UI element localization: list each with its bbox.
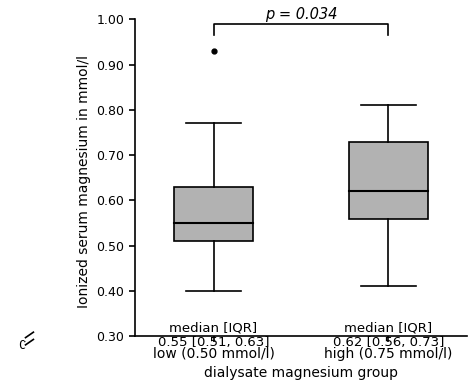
Text: 0: 0 [18,339,27,352]
X-axis label: dialysate magnesium group: dialysate magnesium group [204,366,398,380]
Bar [174,187,253,241]
Text: p = 0.034: p = 0.034 [265,7,337,23]
Bar [349,142,428,218]
Y-axis label: Ionized serum magnesium in mmol/l: Ionized serum magnesium in mmol/l [77,55,91,308]
Text: median [IQR]: median [IQR] [169,321,257,334]
Text: 0.62 [0.56, 0.73]: 0.62 [0.56, 0.73] [333,336,444,349]
Text: median [IQR]: median [IQR] [344,321,432,334]
Text: 0.55 [0.51, 0.63]: 0.55 [0.51, 0.63] [158,336,269,349]
